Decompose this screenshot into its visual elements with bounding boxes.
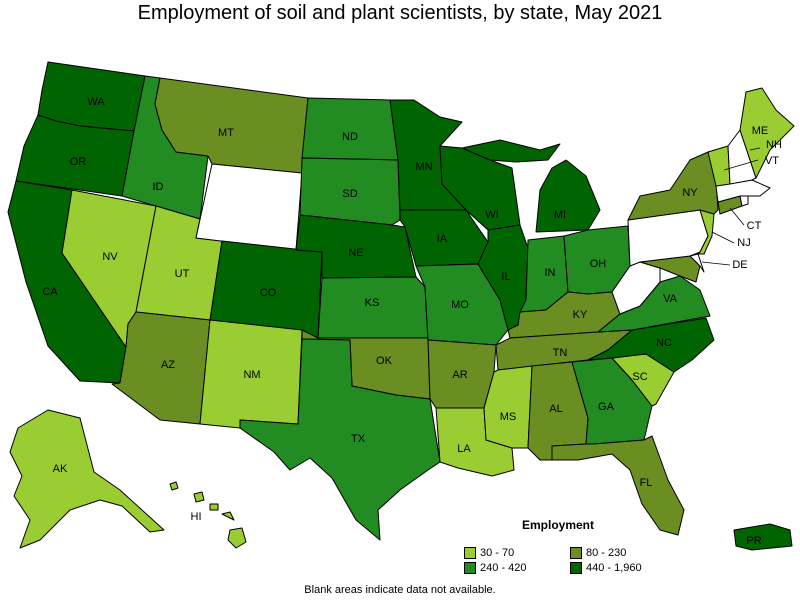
footnote: Blank areas indicate data not available. [304, 584, 496, 596]
label-mt: MT [218, 127, 234, 139]
label-fl: FL [640, 477, 653, 489]
legend-label-4: 440 - 1,960 [586, 562, 642, 574]
label-ak: AK [53, 463, 68, 475]
label-ny: NY [682, 187, 698, 199]
label-ut: UT [175, 268, 190, 280]
state-hi[interactable] [169, 481, 247, 549]
label-ia: IA [437, 233, 448, 245]
label-wi: WI [485, 209, 498, 221]
label-az: AZ [161, 359, 175, 371]
legend-swatch-1 [464, 547, 476, 559]
label-nh: NH [766, 139, 782, 151]
label-ca: CA [42, 286, 58, 298]
legend-label-3: 240 - 420 [480, 562, 527, 574]
legend-item-2: 80 - 230 [570, 547, 626, 559]
state-pr[interactable] [733, 523, 793, 551]
state-de[interactable] [689, 253, 705, 273]
map-title: Employment of soil and plant scientists,… [137, 2, 663, 24]
state-fl[interactable] [551, 435, 685, 536]
legend-swatch-4 [570, 562, 582, 574]
label-ne: NE [348, 247, 363, 259]
label-tn: TN [553, 347, 568, 359]
state-tx[interactable] [239, 338, 441, 541]
state-nh[interactable] [727, 129, 757, 185]
legend-item-1: 30 - 70 [464, 547, 514, 559]
state-ak[interactable] [9, 409, 165, 549]
state-nc[interactable] [587, 317, 715, 373]
label-la: LA [457, 443, 471, 455]
label-mi: MI [554, 209, 566, 221]
label-al: AL [549, 403, 562, 415]
label-nv: NV [102, 251, 118, 263]
state-wy[interactable] [195, 163, 303, 251]
leader-ct [729, 207, 745, 226]
label-in: IN [545, 267, 556, 279]
state-mi[interactable] [461, 139, 601, 233]
label-id: ID [153, 181, 164, 193]
state-labels: WA OR CA ID NV UT AZ MT CO NM ND SD NE K… [42, 96, 782, 547]
label-wa: WA [87, 96, 105, 108]
label-nm: NM [243, 369, 260, 381]
legend-item-4: 440 - 1,960 [570, 562, 642, 574]
label-ok: OK [376, 355, 393, 367]
state-me[interactable] [739, 87, 795, 179]
label-me: ME [752, 125, 769, 137]
label-ar: AR [452, 369, 467, 381]
label-pr: PR [746, 535, 761, 547]
label-sd: SD [342, 188, 357, 200]
label-nj: NJ [737, 237, 750, 249]
label-mo: MO [451, 299, 469, 311]
legend-swatch-2 [570, 547, 582, 559]
label-ky: KY [573, 309, 588, 321]
state-nd[interactable] [301, 97, 399, 161]
leader-nh [749, 147, 761, 151]
label-ct: CT [747, 220, 762, 232]
leader-nj [711, 231, 735, 244]
label-va: VA [663, 293, 678, 305]
label-oh: OH [590, 258, 607, 270]
label-hi: HI [191, 511, 202, 523]
legend-label-2: 80 - 230 [586, 547, 627, 559]
label-de: DE [732, 259, 747, 271]
legend-label-1: 30 - 70 [480, 547, 515, 559]
state-ny[interactable] [627, 151, 719, 221]
label-vt: VT [765, 155, 779, 167]
leader-de [701, 261, 731, 266]
label-ms: MS [500, 411, 517, 423]
legend-title: Employment [522, 518, 595, 532]
label-nd: ND [342, 131, 358, 143]
state-nj[interactable] [697, 209, 715, 255]
label-sc: SC [632, 371, 647, 383]
label-tx: TX [351, 433, 366, 445]
legend-item-3: 240 - 420 [464, 562, 526, 574]
label-or: OR [70, 156, 87, 168]
state-sd[interactable] [299, 157, 401, 226]
label-il: IL [501, 271, 510, 283]
label-ga: GA [598, 401, 615, 413]
label-nc: NC [656, 337, 672, 349]
label-mn: MN [415, 161, 432, 173]
legend-swatch-3 [464, 562, 476, 574]
label-ks: KS [365, 297, 380, 309]
leader-vt [723, 159, 759, 171]
label-co: CO [260, 287, 277, 299]
leader-lines [701, 147, 761, 266]
